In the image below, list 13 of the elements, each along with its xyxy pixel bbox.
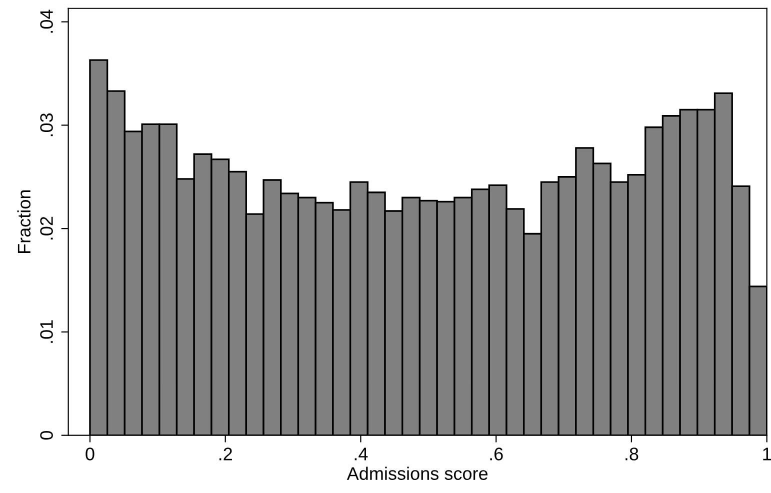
x-tick-label: 1 <box>763 448 771 460</box>
x-tick-label: .4 <box>354 448 368 460</box>
x-tick-label: .6 <box>490 448 503 460</box>
x-tick-label: .2 <box>219 448 232 460</box>
y-tick-label: .04 <box>40 10 53 33</box>
y-tick-label: 0 <box>40 431 53 440</box>
y-tick-label: .02 <box>40 216 53 240</box>
y-axis-title: Fraction <box>17 190 31 253</box>
y-tick-label: .03 <box>40 113 53 136</box>
x-tick-label: 0 <box>86 448 94 460</box>
x-axis-title: Admissions score <box>346 466 488 480</box>
y-tick-label: .01 <box>40 320 53 343</box>
x-tick-label: .8 <box>626 448 638 460</box>
